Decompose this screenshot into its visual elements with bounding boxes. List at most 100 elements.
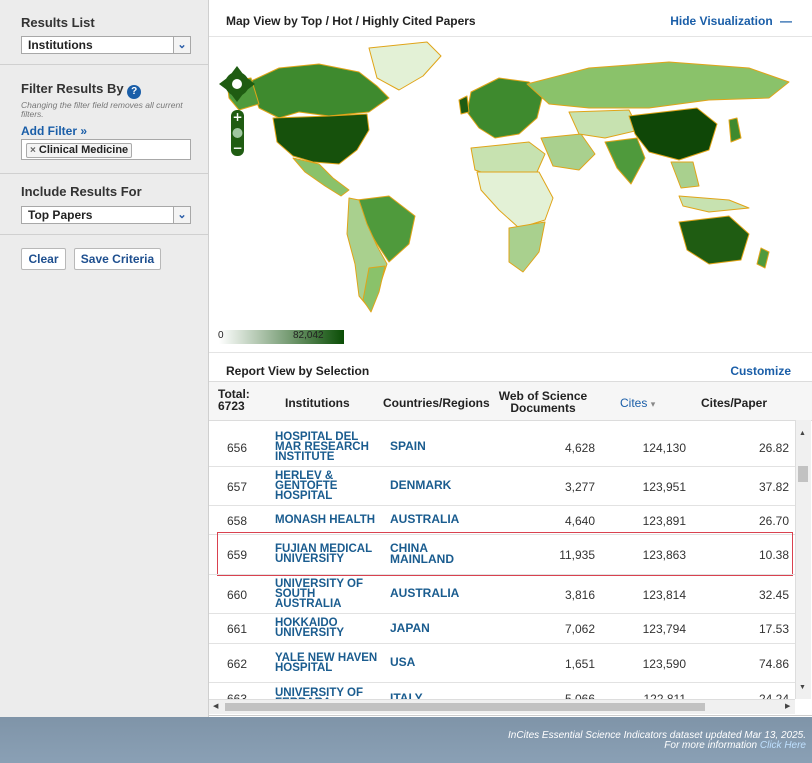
documents-cell: 5,066 <box>564 692 595 699</box>
col-cites[interactable]: Cites ▾ <box>620 397 655 410</box>
world-map[interactable]: + − <box>209 38 812 348</box>
total-label: Total: 6723 <box>218 388 250 412</box>
filter-title-text: Filter Results By <box>21 81 124 96</box>
hide-visualization-link[interactable]: Hide Visualization — <box>670 14 792 28</box>
minus-icon: — <box>780 14 792 28</box>
country-link[interactable]: CHINA MAINLAND <box>390 541 454 566</box>
table-row[interactable]: 663 UNIVERSITY OF FERRARA ITALY 5,066 122,81… <box>209 683 795 699</box>
institution-link[interactable]: UNIVERSITY OF FERRARA <box>275 687 363 699</box>
documents-cell: 4,628 <box>564 441 595 455</box>
scroll-down-icon[interactable]: ▼ <box>799 684 806 691</box>
clear-button[interactable]: Clear <box>21 248 66 270</box>
institution-link[interactable]: FUJIAN MEDICAL UNIVERSITY <box>275 543 372 565</box>
col-cites-per-paper[interactable]: Cites/Paper <box>701 396 768 410</box>
country-link[interactable]: JAPAN <box>390 620 430 635</box>
filter-box: × Clinical Medicine <box>21 139 191 160</box>
scroll-right-icon[interactable]: ▶ <box>785 703 791 710</box>
table-row[interactable]: 660 UNIVERSITY OF SOUTH AUSTRALIA AUSTRALI… <box>209 575 795 612</box>
hscroll-thumb[interactable] <box>225 703 705 711</box>
map-indonesia <box>678 195 750 213</box>
include-select[interactable]: Top Papers ⌄ <box>21 206 191 224</box>
map-new-zealand <box>756 247 770 269</box>
map-pan-control[interactable] <box>219 66 255 102</box>
cites-cell: 124,130 <box>642 441 686 455</box>
filter-note: Changing the filter field removes all cu… <box>21 100 183 119</box>
map-greenland <box>368 41 442 91</box>
col-wos-documents[interactable]: Web of Science Documents <box>498 389 588 415</box>
table-row[interactable]: 656 HOSPITAL DEL MAR RESEARCH INSTITUTE SP… <box>209 428 795 465</box>
col-countries[interactable]: Countries/Regions <box>383 396 490 410</box>
table-body: 656 HOSPITAL DEL MAR RESEARCH INSTITUTE SP… <box>209 420 795 699</box>
cites-per-paper-cell: 32.45 <box>758 588 789 602</box>
cites-per-paper-cell: 17.53 <box>758 622 789 636</box>
main-panel: Map View by Top / Hot / Highly Cited Pap… <box>209 0 812 717</box>
cites-cell: 123,590 <box>642 657 686 671</box>
institution-link[interactable]: HERLEV & GENTOFTE HOSPITAL <box>275 469 338 502</box>
remove-filter-icon[interactable]: × <box>30 145 36 156</box>
country-link[interactable]: SPAIN <box>390 439 426 453</box>
institution-link[interactable]: UNIVERSITY OF SOUTH AUSTRALIA <box>275 577 363 610</box>
map-india <box>604 137 646 185</box>
map-middle-east <box>540 133 596 171</box>
footer-link[interactable]: Click Here <box>759 740 806 751</box>
table-row[interactable]: 658 MONASH HEALTH AUSTRALIA 4,640 123,891 26.… <box>209 506 795 533</box>
add-filter-link[interactable]: Add Filter » <box>21 124 88 138</box>
horizontal-scrollbar[interactable]: ◀ ▶ <box>209 699 795 714</box>
results-list-select[interactable]: Institutions ⌄ <box>21 36 191 54</box>
table-row[interactable]: 659 FUJIAN MEDICAL UNIVERSITY CHINA MAINLA… <box>209 535 795 573</box>
institution-link[interactable]: MONASH HEALTH <box>275 513 376 526</box>
institution-link[interactable]: HOKKAIDO UNIVERSITY <box>275 617 345 639</box>
row-divider <box>209 613 795 614</box>
scroll-up-icon[interactable]: ▲ <box>799 430 806 437</box>
include-title: Include Results For <box>21 184 142 199</box>
total-value: 6723 <box>218 399 245 413</box>
scroll-thumb[interactable] <box>798 466 808 482</box>
col-institutions[interactable]: Institutions <box>285 396 350 410</box>
sidebar: Results List Institutions ⌄ Filter Resul… <box>0 0 209 717</box>
map-russia <box>526 61 790 109</box>
help-icon[interactable]: ? <box>127 85 142 99</box>
cites-cell: 123,891 <box>642 514 686 528</box>
col-cites-label: Cites <box>620 396 648 410</box>
filter-chip[interactable]: × Clinical Medicine <box>26 143 133 158</box>
map-uk <box>458 95 470 115</box>
hide-visualization-label: Hide Visualization <box>670 14 773 28</box>
table-header: Total: 6723 Institutions Countries/Regio… <box>209 381 812 421</box>
country-link[interactable]: AUSTRALIA <box>390 512 460 526</box>
map-usa <box>272 113 370 165</box>
footer-line2: For more information <box>664 740 758 751</box>
map-australia <box>678 215 750 265</box>
sort-desc-icon: ▾ <box>650 399 656 409</box>
table-row[interactable]: 657 HERLEV & GENTOFTE HOSPITAL DENMARK 3,27… <box>209 467 795 504</box>
footer: InCites Essential Science Indicators dat… <box>0 717 812 763</box>
country-link[interactable]: AUSTRALIA <box>390 586 460 600</box>
map-africa-mid <box>476 171 554 229</box>
documents-cell: 11,935 <box>559 548 595 562</box>
table-row[interactable]: 662 YALE NEW HAVEN HOSPITAL USA 1,651 123,59… <box>209 644 795 681</box>
country-link[interactable]: DENMARK <box>390 478 452 492</box>
include-value: Top Papers <box>28 208 93 222</box>
customize-link[interactable]: Customize <box>730 364 791 378</box>
institution-link[interactable]: HOSPITAL DEL MAR RESEARCH INSTITUTE <box>275 430 369 463</box>
filter-title: Filter Results By ? <box>21 81 142 99</box>
cites-per-paper-cell: 37.82 <box>758 480 789 494</box>
cites-per-paper-cell: 26.82 <box>758 441 789 455</box>
documents-cell: 4,640 <box>564 514 595 528</box>
rank-cell: 659 <box>226 548 247 562</box>
save-criteria-button[interactable]: Save Criteria <box>74 248 161 270</box>
map-japan <box>728 117 742 143</box>
table-row[interactable]: 661 HOKKAIDO UNIVERSITY JAPAN 7,062 123,794 1… <box>209 614 795 642</box>
country-link[interactable]: USA <box>390 655 416 669</box>
legend-min: 0 <box>218 330 224 341</box>
cites-cell: 122,811 <box>643 692 687 699</box>
total-label-text: Total: <box>218 387 250 401</box>
vertical-scrollbar[interactable]: ▲ ▼ <box>795 420 811 699</box>
scroll-left-icon[interactable]: ◀ <box>213 703 219 710</box>
map-zoom-control[interactable]: + − <box>231 110 244 156</box>
report-title: Report View by Selection <box>226 364 370 378</box>
institution-link[interactable]: YALE NEW HAVEN HOSPITAL <box>275 651 378 674</box>
country-link[interactable]: ITALY <box>390 690 423 700</box>
row-divider <box>209 682 795 683</box>
map-se-asia <box>670 161 700 189</box>
map-legend-bar <box>219 330 344 344</box>
